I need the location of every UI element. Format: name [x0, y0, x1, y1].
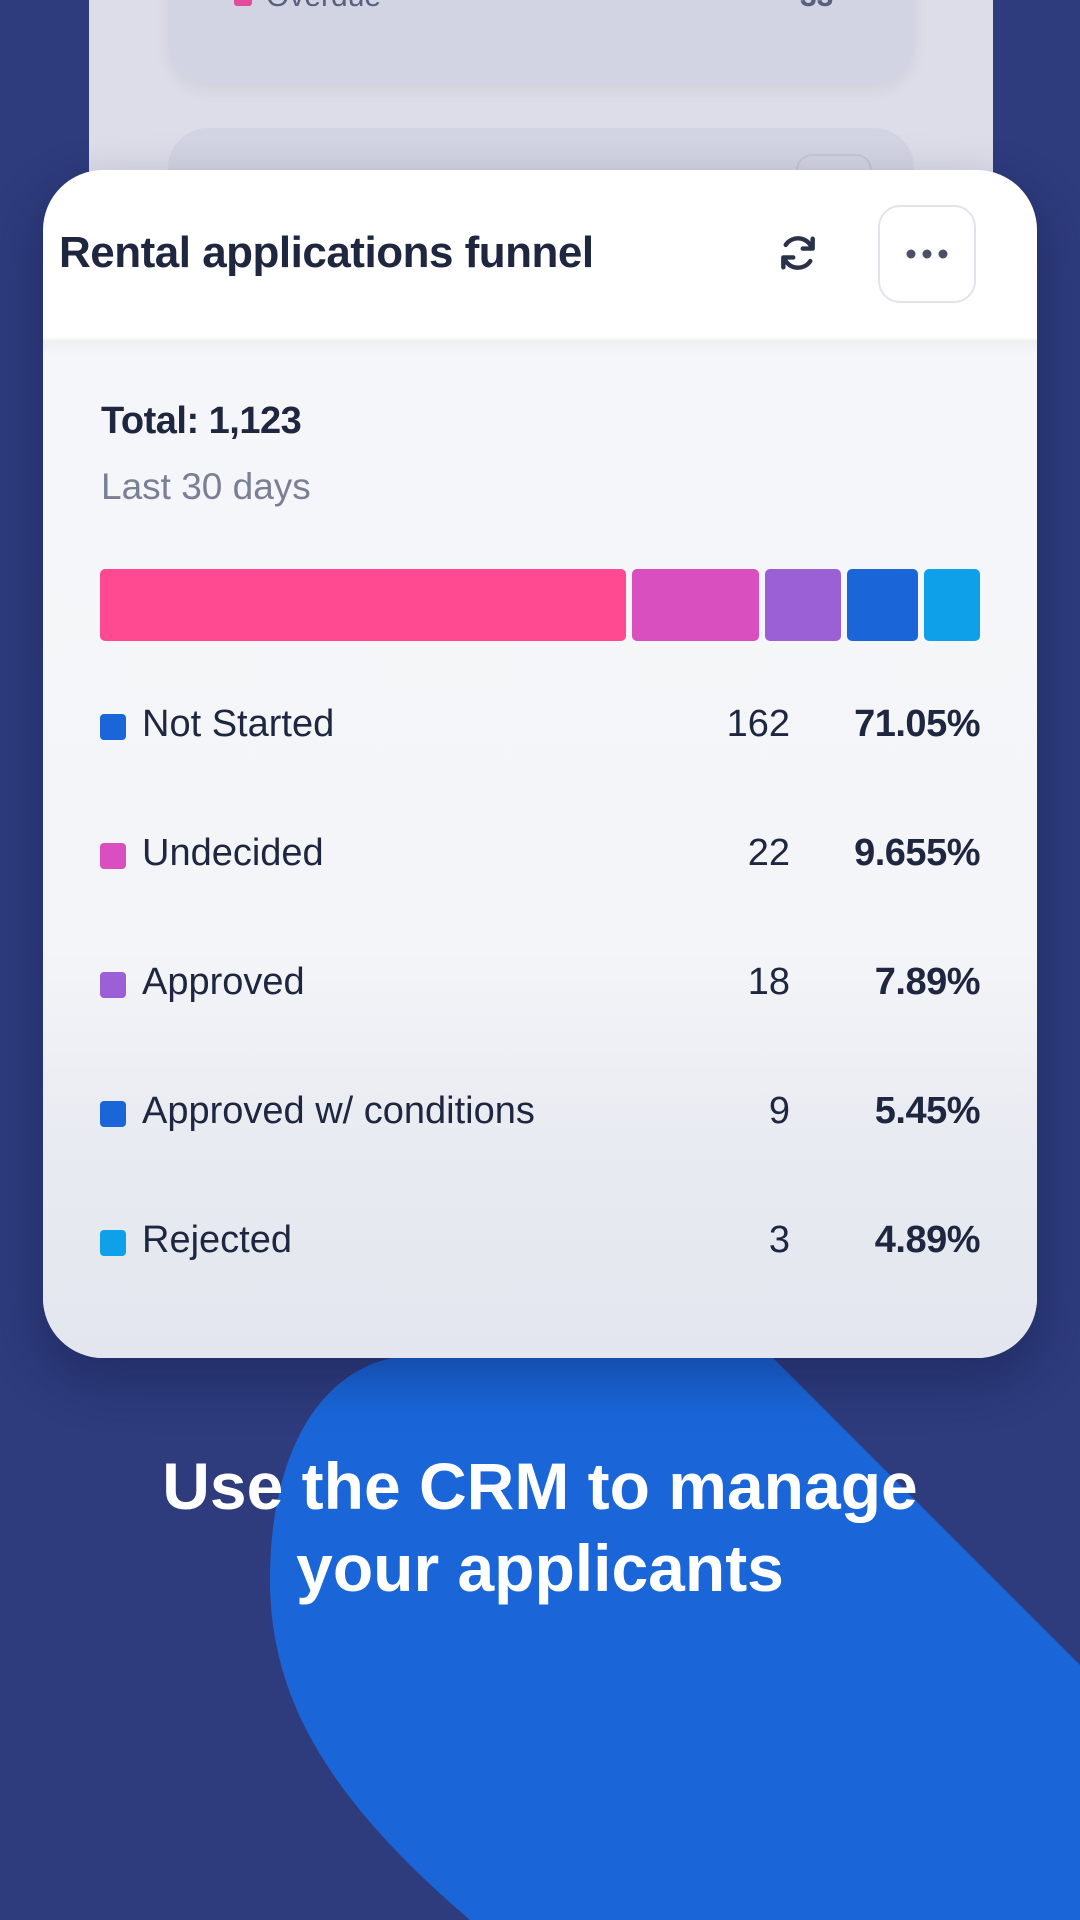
period-label: Last 30 days: [101, 466, 311, 507]
legend-label: Approved: [142, 961, 305, 1003]
overdue-value: 33: [800, 0, 833, 14]
total-count: Total: 1,123: [101, 400, 302, 442]
card-body: [43, 340, 1037, 1358]
legend-swatch: [100, 843, 126, 869]
funnel-stacked-bar: [100, 569, 980, 641]
legend-percent: 4.89%: [874, 1219, 981, 1261]
funnel-segment-approved[interactable]: [765, 569, 841, 641]
overdue-legend: Overdue: [234, 0, 381, 14]
headline-line-1: Use the CRM to manage: [162, 1449, 918, 1523]
card-title: Rental applications funnel: [59, 228, 594, 277]
legend-row-undecided[interactable]: Undecided 22 9.655%: [100, 828, 980, 888]
legend-percent: 5.45%: [874, 1090, 981, 1132]
legend-count: 9: [768, 1090, 790, 1132]
promo-headline: Use the CRM to manage your applicants: [0, 1445, 1080, 1609]
legend-label: Approved w/ conditions: [142, 1090, 535, 1132]
legend-count: 22: [747, 832, 790, 874]
legend-count: 3: [768, 1219, 790, 1261]
legend-swatch: [100, 714, 126, 740]
legend-row-approved-with-conditions[interactable]: Approved w/ conditions 9 5.45%: [100, 1086, 981, 1146]
funnel-segment-not-started[interactable]: [100, 569, 626, 641]
legend-label: Undecided: [142, 832, 324, 874]
refresh-button[interactable]: [773, 228, 823, 278]
legend-swatch: [100, 1101, 126, 1127]
legend-label: Not Started: [142, 703, 335, 745]
legend-swatch: [100, 972, 126, 998]
funnel-segment-undecided[interactable]: [632, 569, 759, 641]
funnel-segment-approved-w-conditions[interactable]: [847, 569, 918, 641]
legend-percent: 9.655%: [854, 832, 980, 874]
headline-line-2: your applicants: [296, 1531, 784, 1605]
legend-label: Rejected: [142, 1219, 292, 1261]
card-header-divider: [43, 338, 1037, 356]
overdue-label: Overdue: [266, 0, 381, 14]
background-card-section: [168, 0, 914, 84]
funnel-card: [43, 170, 1037, 1358]
legend-row-approved[interactable]: Approved 18 7.89%: [100, 957, 981, 1017]
legend-row-not-started[interactable]: Not Started 162 71.05%: [100, 699, 980, 759]
refresh-icon: [781, 236, 815, 270]
more-options-button[interactable]: [878, 205, 976, 303]
legend-percent: 7.89%: [874, 961, 981, 1003]
overdue-swatch: [234, 0, 252, 6]
legend-count: 162: [726, 703, 790, 745]
funnel-segment-rejected[interactable]: [924, 569, 980, 641]
legend-percent: 71.05%: [854, 703, 980, 745]
legend-count: 18: [747, 961, 790, 1003]
legend-swatch: [100, 1230, 126, 1256]
legend-row-rejected[interactable]: Rejected 3 4.89%: [100, 1215, 981, 1275]
more-horizontal-icon: [906, 249, 948, 259]
